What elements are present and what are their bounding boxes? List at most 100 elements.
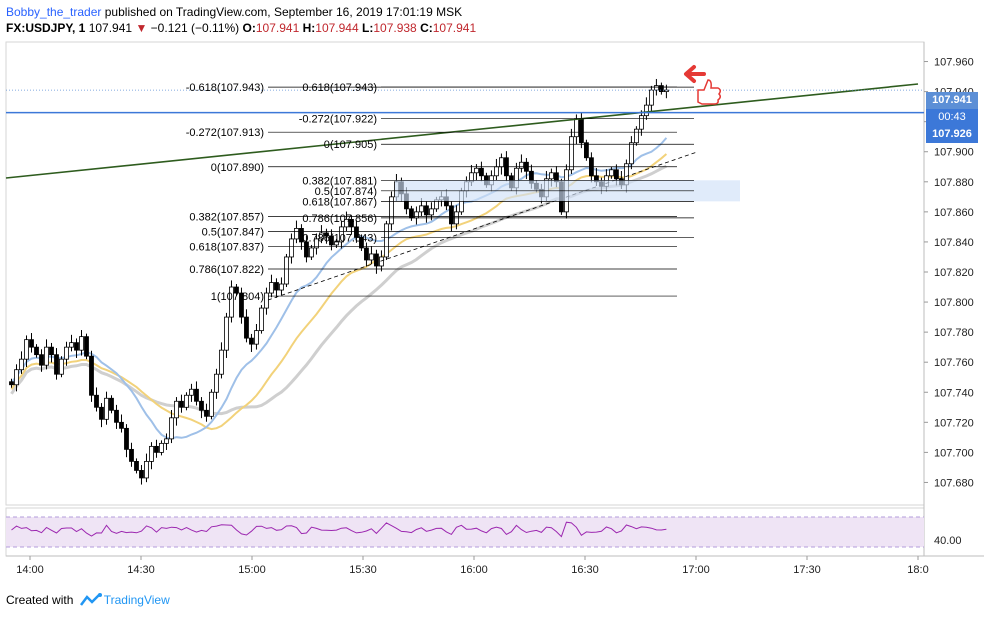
candle-body [639, 115, 644, 130]
open-value: 107.941 [255, 21, 300, 35]
candle-body [54, 354, 59, 375]
candle-body [164, 438, 169, 444]
fib-level-label: 0.786(107.822) [189, 264, 264, 276]
down-arrow-icon: ▼ [135, 21, 148, 35]
candle-body [304, 241, 309, 258]
candle-body [264, 292, 269, 309]
candle-body [214, 373, 219, 393]
candle-body [379, 256, 384, 267]
y-tick-label: 107.840 [934, 237, 974, 249]
candle-body [184, 394, 189, 408]
symbol-label: FX:USDJPY, 1 [6, 21, 86, 35]
candle-body [114, 409, 119, 423]
candle-body [284, 256, 289, 285]
candle-body [119, 421, 124, 429]
candle-body [84, 336, 89, 357]
candle-body [424, 205, 429, 216]
candle-body [159, 442, 164, 453]
y-tick-label: 107.720 [934, 417, 974, 429]
candle-body [234, 286, 239, 294]
plot-area [5, 41, 925, 506]
candle-body [244, 316, 249, 339]
candle-body [259, 307, 264, 332]
close-label: C: [420, 21, 433, 35]
y-tick-label: 107.780 [934, 327, 974, 339]
candle-body [419, 205, 424, 213]
candle-body [314, 238, 319, 249]
fib-level-label: 0(107.905) [324, 139, 377, 151]
candle-body [129, 448, 134, 462]
candle-body [319, 232, 324, 240]
candle-body [19, 358, 24, 371]
candle-body [299, 228, 304, 243]
candle-body [34, 346, 39, 356]
candle-body [49, 346, 54, 356]
candle-body [344, 218, 349, 228]
candle-body [109, 397, 114, 411]
candle-body [269, 282, 274, 294]
dashed-support-line [267, 151, 698, 301]
candle-body [39, 354, 44, 366]
y-tick-label: 107.900 [934, 147, 974, 159]
x-tick-label: 17:00 [682, 564, 710, 576]
candle-body [144, 461, 149, 479]
candle-body [339, 226, 344, 243]
high-value: 107.944 [315, 21, 359, 35]
candle-body [279, 283, 284, 291]
candle-body [44, 346, 49, 366]
candle-body [384, 223, 389, 258]
footer: Created with TradingView [6, 592, 170, 608]
x-tick-label: 16:00 [460, 564, 488, 576]
x-tick-label: 16:30 [571, 564, 599, 576]
fib-level-label: 0.382(107.881) [302, 175, 377, 187]
candle-body [354, 226, 359, 238]
candle-body [64, 346, 69, 360]
candle-body [649, 89, 654, 106]
level-price-tag: 107.926 [926, 126, 978, 143]
candle-body [199, 400, 204, 411]
candle-body [134, 461, 139, 471]
candle-body [494, 166, 499, 177]
candle-body [574, 118, 579, 138]
candle-body [479, 167, 484, 177]
candle-body [124, 427, 129, 450]
candle-body [239, 292, 244, 318]
author-name[interactable]: Bobby_the_trader [6, 5, 102, 19]
candle-body [29, 339, 34, 348]
fib-level-label: -0.618(107.943) [186, 82, 264, 94]
candle-body [644, 104, 649, 117]
candle-body [289, 238, 294, 258]
fib-level-label: 0.5(107.847) [202, 226, 264, 238]
candle-body [154, 445, 159, 453]
candle-body [59, 358, 64, 375]
fib-level-label: 0.786(107.843) [302, 232, 377, 244]
low-label: L: [362, 21, 374, 35]
candle-body [99, 406, 104, 420]
y-tick-label: 107.860 [934, 207, 974, 219]
candle-body [579, 118, 584, 144]
chart-header: Bobby_the_trader published on TradingVie… [6, 4, 476, 36]
candle-body [429, 208, 434, 216]
candle-body [474, 167, 479, 174]
candle-body [349, 218, 354, 228]
candle-body [294, 228, 299, 240]
last-price: 107.941 [88, 21, 133, 35]
candle-body [9, 381, 14, 386]
y-tick-label: 107.740 [934, 387, 974, 399]
created-with-label: Created with [6, 593, 74, 607]
last-price-tag: 107.941 [926, 92, 978, 109]
rsi-line [11, 521, 667, 538]
candle-body [209, 391, 214, 417]
fib-level-label: 0.618(107.943) [302, 82, 377, 94]
tradingview-brand[interactable]: TradingView [103, 593, 170, 607]
publish-info: published on TradingView.com, September … [104, 5, 463, 19]
y-tick-label: 107.680 [934, 477, 974, 489]
candle-body [414, 211, 419, 219]
candle-body [274, 282, 279, 291]
candle-body [94, 394, 99, 408]
candle-body [169, 417, 174, 440]
fib-level-label: 0.618(107.867) [302, 196, 377, 208]
red-arrow-icon [684, 65, 706, 83]
candle-body [629, 142, 634, 165]
